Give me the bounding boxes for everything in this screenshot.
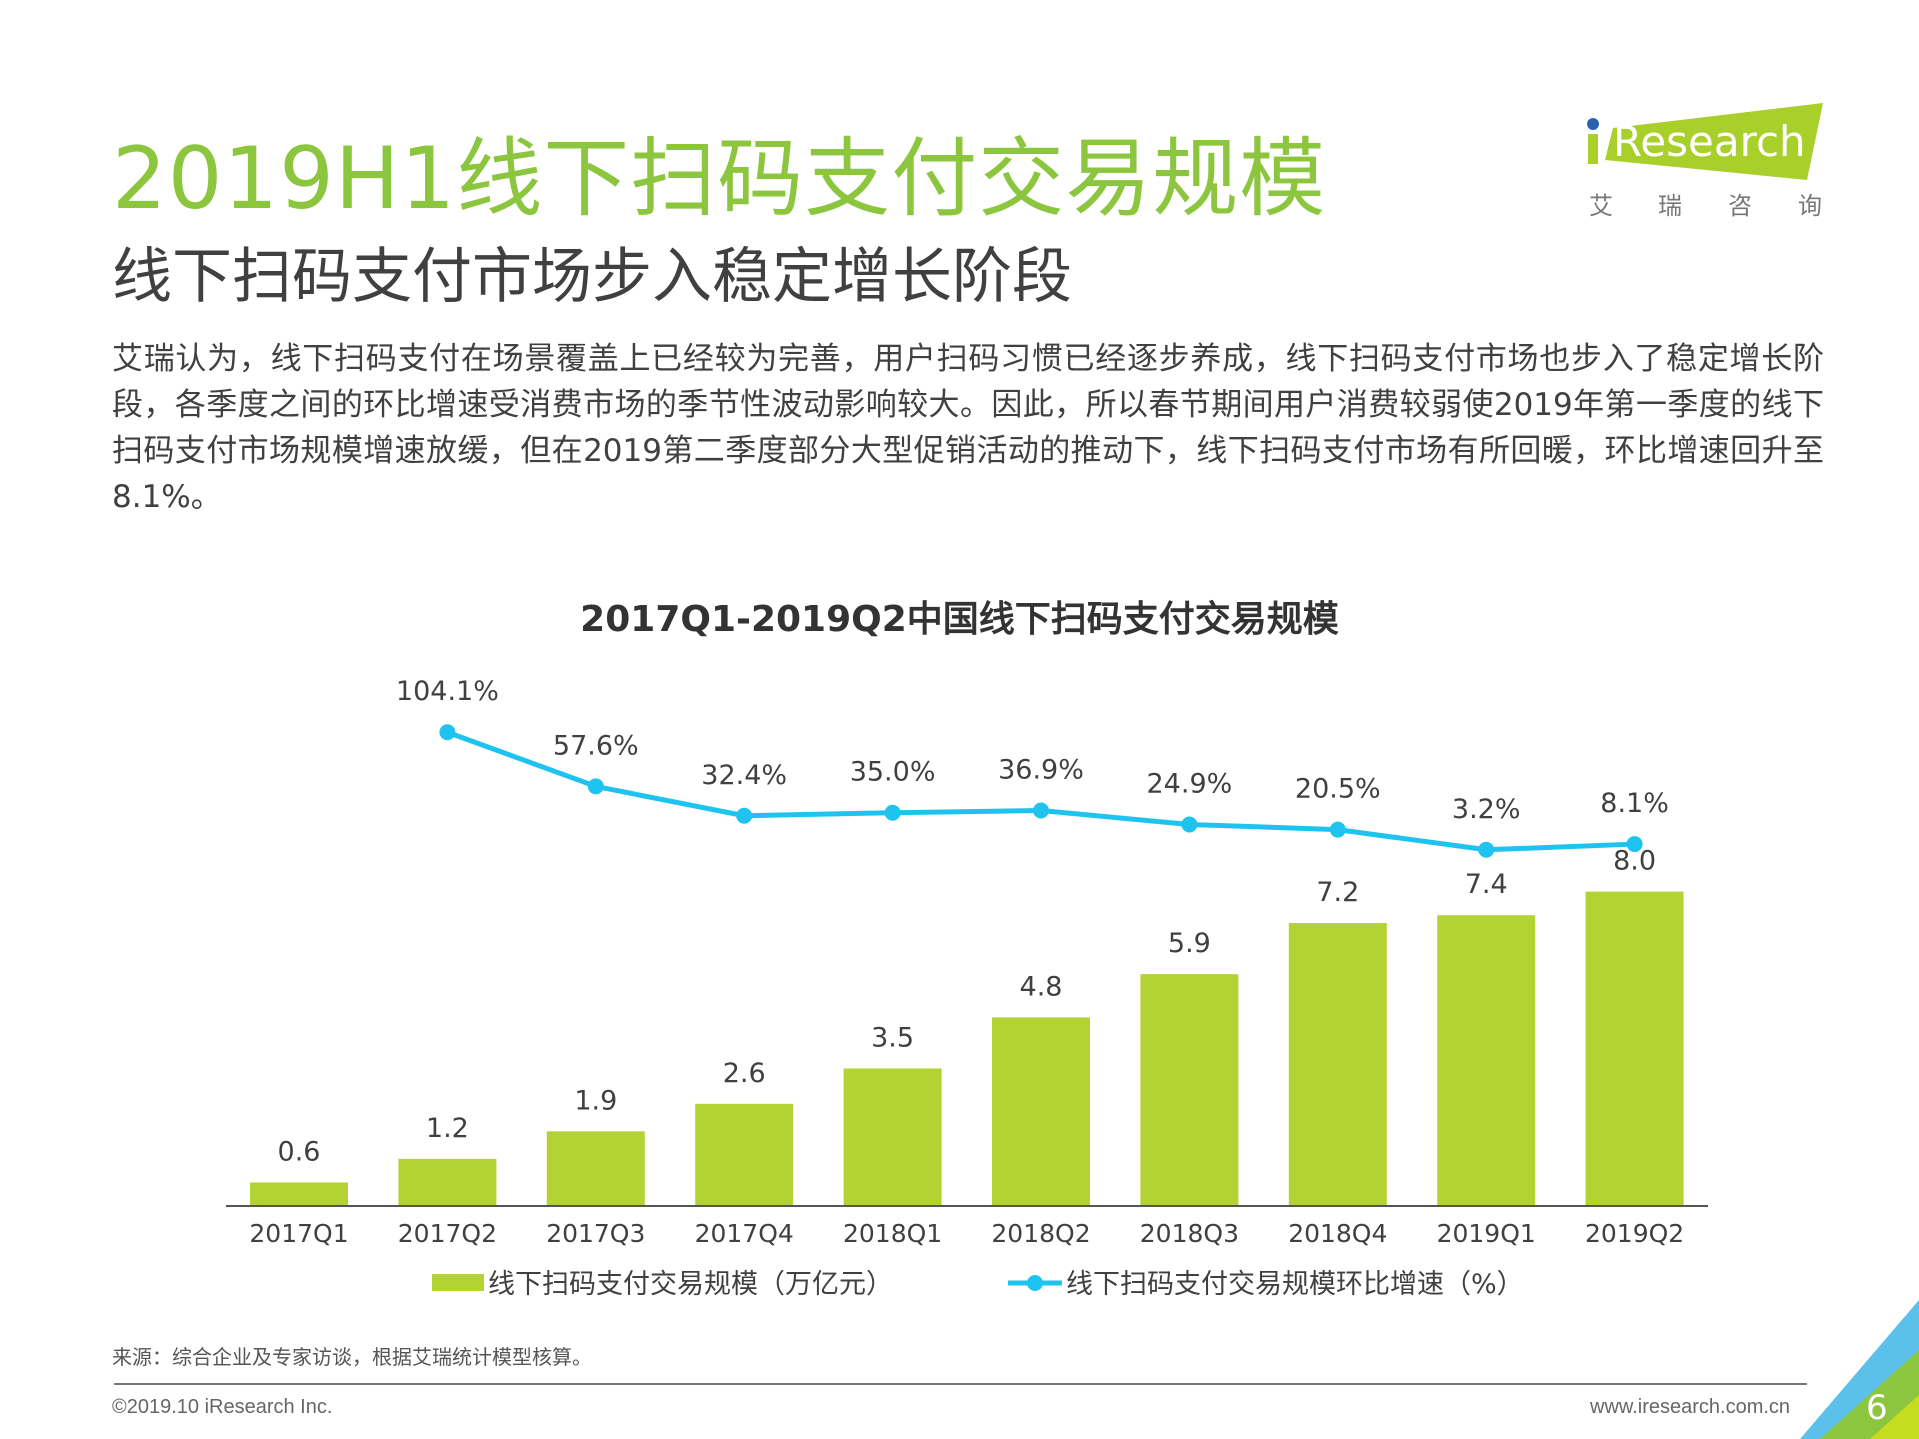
growth-data-label: 35.0% [850,757,936,788]
footer-divider [114,1383,1807,1385]
bar-data-label: 7.2 [1316,877,1359,908]
page-subtitle: 线下扫码支付市场步入稳定增长阶段 [112,242,1072,312]
bar [695,1103,794,1206]
website-link[interactable]: www.iresearch.com.cn [1590,1396,1791,1418]
bar [843,1068,942,1206]
growth-data-label: 3.2% [1452,794,1521,825]
growth-data-label: 36.9% [998,755,1084,786]
source-note: 来源：综合企业及专家访谈，根据艾瑞统计模型核算。 [112,1345,592,1369]
x-tick-label: 2019Q1 [1437,1219,1536,1248]
logo-char: 咨 [1728,192,1752,220]
bar [992,1017,1090,1206]
x-tick-label: 2018Q3 [1140,1219,1239,1248]
growth-point [736,807,753,824]
page-number: 6 [1866,1388,1888,1428]
growth-data-label: 24.9% [1147,768,1233,799]
x-tick-label: 2017Q4 [695,1219,794,1248]
growth-data-label: 8.1% [1600,788,1669,819]
legend-line-label: 线下扫码支付交易规模环比增速（%） [1066,1269,1524,1300]
x-tick-label: 2018Q2 [991,1219,1090,1248]
bar [398,1158,497,1206]
bar-data-label: 3.5 [871,1022,914,1053]
bar [1288,923,1387,1206]
growth-point [439,724,456,741]
growth-point [884,804,901,821]
x-tick-label: 2018Q4 [1288,1219,1387,1248]
growth-data-label: 104.1% [396,676,499,707]
bar-data-label: 1.2 [426,1113,469,1144]
bar-data-label: 5.9 [1168,928,1211,959]
bar [546,1131,645,1206]
chart-title: 2017Q1-2019Q2中国线下扫码支付交易规模 [580,599,1339,640]
bar-data-label: 4.8 [1020,971,1063,1002]
growth-data-label: 20.5% [1295,774,1381,805]
iresearch-logo: Research 艾 瑞 咨 询 [1585,100,1825,220]
body-paragraph: 艾瑞认为，线下扫码支付在场景覆盖上已经较为完善，用户扫码习惯已经逐步养成，线下扫… [112,341,1824,515]
logo-char: 瑞 [1658,192,1682,220]
bar-data-label: 1.9 [574,1085,617,1116]
x-tick-label: 2017Q2 [398,1219,497,1248]
growth-point [1181,816,1198,833]
svg-text:Research: Research [1613,117,1806,166]
growth-point [1626,836,1643,853]
bar [1140,974,1239,1206]
x-tick-label: 2018Q1 [843,1219,942,1248]
logo-char: 询 [1798,192,1822,220]
logo-char: 艾 [1589,192,1613,220]
bar [1437,915,1536,1206]
legend: 线下扫码支付交易规模（万亿元） 线下扫码支付交易规模环比增速（%） [432,1269,1524,1300]
x-tick-label: 2017Q3 [546,1219,645,1248]
growth-point [1033,802,1049,819]
bar-data-label: 2.6 [723,1058,766,1089]
legend-line-marker [1027,1275,1043,1291]
growth-point [1329,821,1346,838]
legend-bar-swatch [432,1274,484,1291]
growth-point [587,778,604,795]
growth-data-label: 57.6% [553,730,639,761]
corner-decoration [1800,1300,1919,1439]
bar [1585,891,1684,1206]
x-tick-label: 2019Q2 [1585,1219,1684,1248]
legend-bar-label: 线下扫码支付交易规模（万亿元） [488,1269,893,1300]
bar-data-label: 7.4 [1465,869,1508,900]
bar [250,1182,348,1206]
page-title: 2019H1线下扫码支付交易规模 [112,129,1327,229]
copyright: ©2019.10 iResearch Inc. [112,1396,333,1418]
bar-data-label: 0.6 [278,1136,321,1167]
growth-point [1478,841,1495,858]
x-tick-label: 2017Q1 [249,1219,348,1248]
growth-data-label: 32.4% [701,760,787,791]
